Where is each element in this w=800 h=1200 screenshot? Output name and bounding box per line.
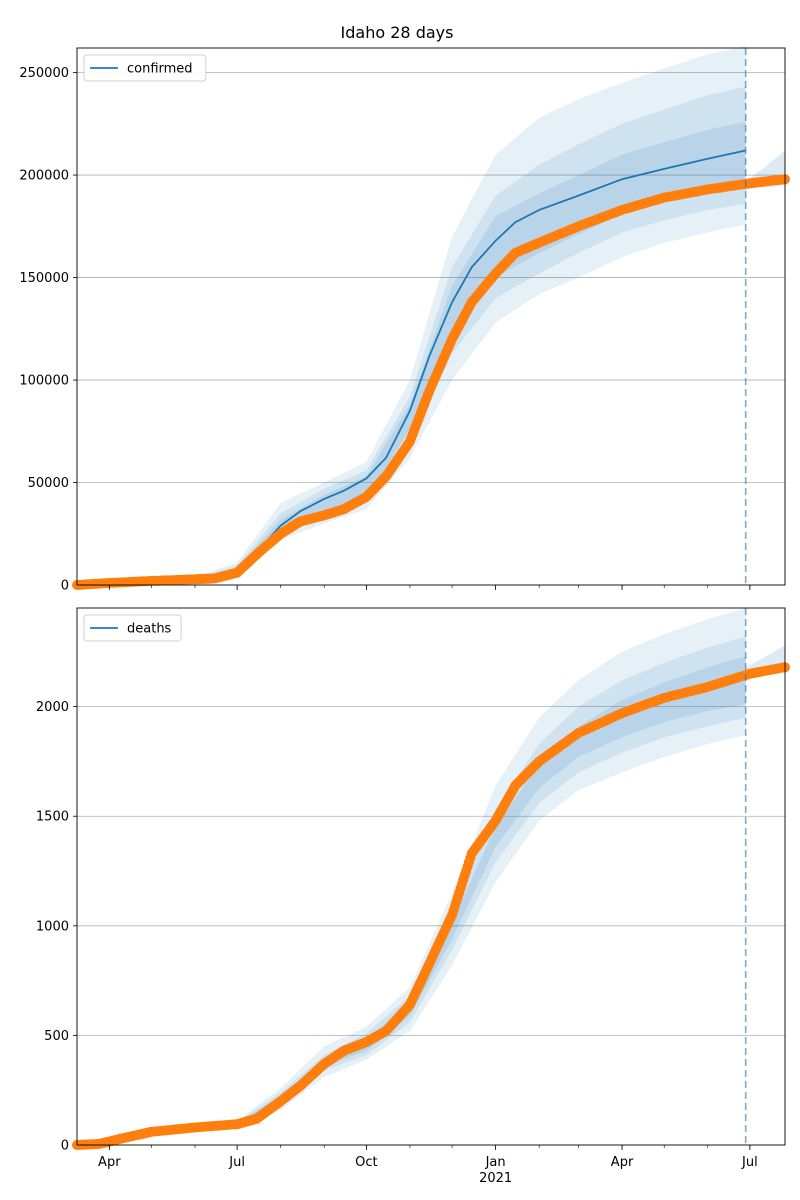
x-year-label: 2021 (479, 1171, 512, 1186)
deaths-panel: 0 500 1000 1500 2000 Apr Jul Oct Jan Apr Jul 2021 de… (36, 607, 790, 1186)
y-tick-label: 250000 (19, 66, 69, 81)
y-tick-label: 50000 (28, 476, 69, 491)
x-tick-label: Jul (741, 1155, 758, 1170)
y-tick-label: 0 (61, 579, 69, 594)
axes-frame (76, 607, 786, 1146)
legend-box (83, 54, 207, 82)
uncertainty-band (237, 608, 746, 1128)
axes-frame (76, 47, 786, 586)
legend-label: confirmed (127, 62, 193, 77)
x-tick-label: Jan (485, 1155, 506, 1170)
y-tick-label: 1000 (36, 919, 69, 934)
x-tick-label: Oct (355, 1155, 377, 1170)
confirmed-panel: 0 50000 100000 150000 200000 250000 confirmed (19, 46, 790, 594)
y-tick-label: 150000 (19, 271, 69, 286)
y-tick-label: 200000 (19, 169, 69, 184)
legend-label: deaths (127, 622, 172, 637)
y-tick-label: 0 (61, 1139, 69, 1154)
uncertainty-band (195, 121, 746, 580)
x-tick-label: Jul (228, 1155, 245, 1170)
y-tick-label: 2000 (36, 700, 69, 715)
chart-title: Idaho 28 days (341, 23, 454, 42)
y-tick-label: 1500 (36, 810, 69, 825)
y-tick-label: 500 (44, 1029, 69, 1044)
y-tick-label: 100000 (19, 374, 69, 389)
uncertainty-band (237, 656, 746, 1126)
legend-box (83, 614, 182, 642)
x-tick-label: Apr (611, 1155, 634, 1170)
x-tick-label: Apr (98, 1155, 121, 1170)
